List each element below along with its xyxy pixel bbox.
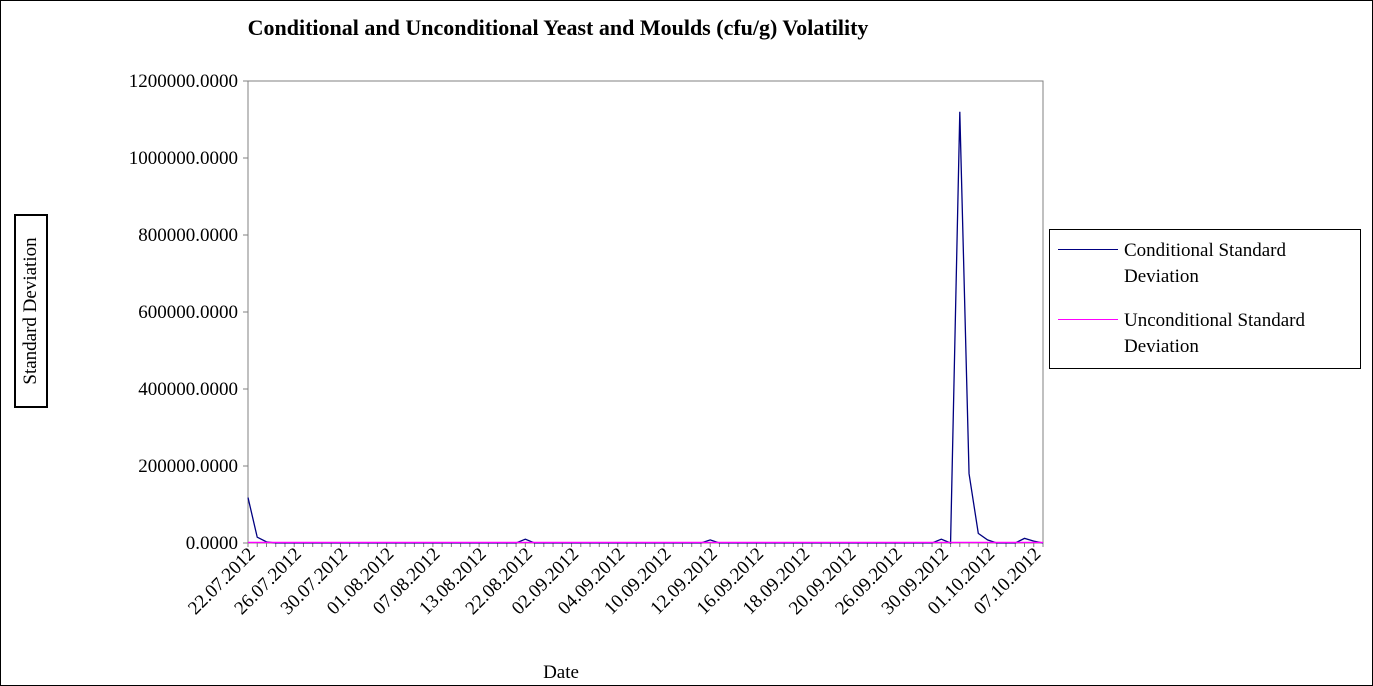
chart-title: Conditional and Unconditional Yeast and … xyxy=(248,15,869,40)
legend: Conditional Standard Deviation Unconditio… xyxy=(1049,229,1361,369)
x-axis-title: Date xyxy=(543,662,579,683)
y-tick-label: 400000.0000 xyxy=(138,379,238,400)
y-tick-label: 600000.0000 xyxy=(138,302,238,323)
y-tick-label: 0.0000 xyxy=(186,533,238,554)
series-line xyxy=(247,111,1044,544)
legend-swatch xyxy=(1058,249,1118,250)
legend-swatch xyxy=(1058,319,1118,320)
y-axis-title-box: Standard Deviation xyxy=(14,214,48,408)
y-tick-label: 800000.0000 xyxy=(138,225,238,246)
legend-label: Conditional Standard Deviation xyxy=(1124,240,1287,287)
plot-area xyxy=(247,80,1044,544)
y-tick-label: 200000.0000 xyxy=(138,456,238,477)
legend-item: Conditional Standard Deviation xyxy=(1058,238,1358,290)
y-tick-label: 1200000.0000 xyxy=(129,71,238,92)
y-tick-label: 1000000.0000 xyxy=(129,148,238,169)
legend-label: Unconditional Standard Deviation xyxy=(1124,310,1305,357)
legend-item: Unconditional Standard Deviation xyxy=(1058,308,1358,360)
y-axis-title: Standard Deviation xyxy=(20,237,41,385)
